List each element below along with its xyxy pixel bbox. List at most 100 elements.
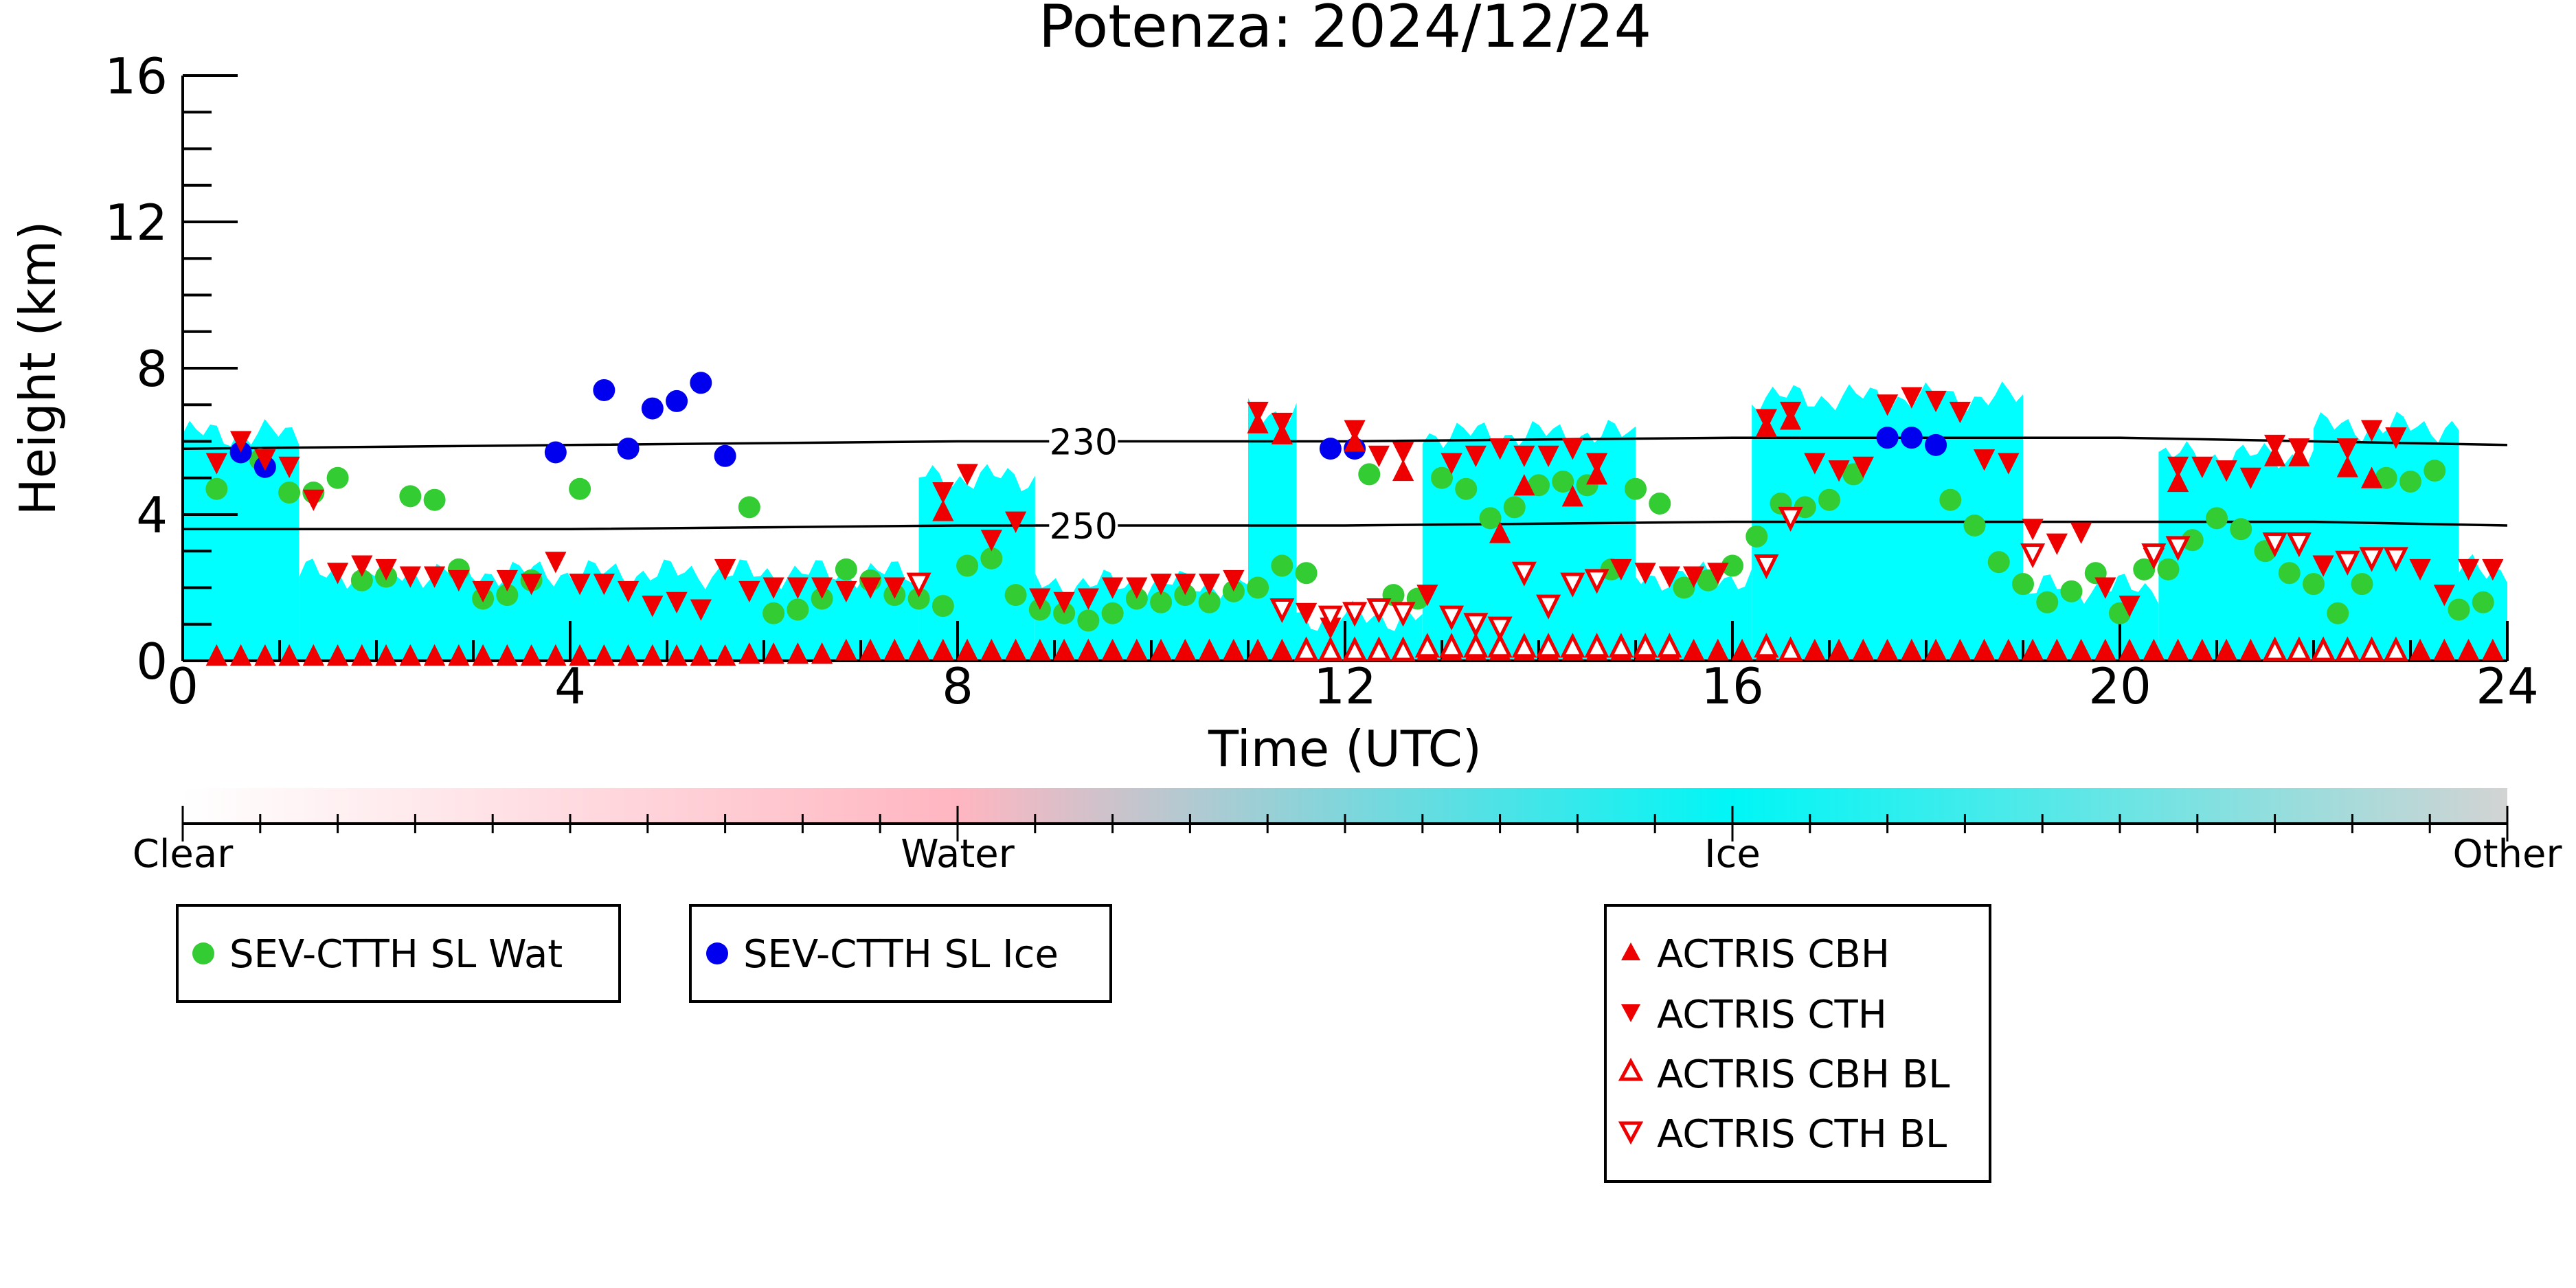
actris-cth-bl-marker [1318,605,1343,631]
cloud-ice-region [299,558,919,661]
x-tick-label: 16 [1701,657,1764,715]
actris-cbh-marker [2119,638,2140,661]
actris-cbh-marker [1998,638,2020,661]
actris-cbh-marker [2409,638,2431,661]
actris-cth-bl-marker [1439,605,1465,631]
actris-cbh-marker [2191,638,2213,661]
y-tick-label: 0 [136,633,168,690]
sev-ctth-sl-wat-marker [1479,507,1502,530]
legend-marker-cth-bl [1618,1121,1644,1145]
actris-cbh-marker [1392,459,1414,482]
actris-cbh-marker [859,638,881,661]
sev-ctth-sl-wat-marker [787,598,809,621]
actris-cth-marker [2119,596,2140,618]
actris-cth-marker [1973,449,1996,471]
actris-cbh-marker [1804,638,1826,661]
actris-cth-marker [2263,434,2286,457]
actris-cth-marker [642,596,664,618]
actris-cbh-bl-marker [1487,633,1513,658]
x-tick-label: 20 [2088,657,2151,715]
sev-ctth-sl-wat-marker [1818,488,1840,511]
actris-cbh-marker [980,638,1002,661]
actris-cth-marker [2433,585,2455,607]
actris-cth-marker [1755,409,1777,431]
actris-cbh-marker [1682,638,1705,661]
actris-cth-marker [1271,412,1293,435]
actris-cth-bl-marker [1366,598,1392,624]
actris-cth-marker [1634,563,1656,585]
x-tick-label: 12 [1313,657,1377,715]
actris-cth-marker [302,489,324,511]
actris-cbh-bl-marker [1536,633,1561,658]
actris-cbh-marker [1513,474,1535,496]
actris-cbh-marker [229,644,252,666]
legend-sev-wat: SEV-CTTH SL Wat [176,904,621,1003]
actris-cth-bl-marker [2262,532,2287,558]
actris-cbh-bl-marker [1342,636,1368,662]
actris-cbh-marker [2433,638,2455,661]
actris-cbh-marker [835,638,857,661]
actris-cth-marker [1029,588,1051,610]
sev-ctth-sl-wat-marker [1198,591,1221,613]
actris-cth-marker [1682,566,1705,588]
actris-cth-marker [1416,585,1438,607]
actris-cth-marker [1779,401,1802,424]
actris-cbh-marker [762,642,784,664]
legend-label-sev-ice: SEV-CTTH SL Ice [743,932,1059,977]
actris-cth-bl-marker [2383,547,2408,572]
actris-cth-marker [2457,558,2480,581]
sev-ctth-sl-wat-marker [2133,558,2156,580]
actris-cth-marker [1101,577,1124,599]
actris-cth-marker [666,591,688,614]
cloud-mask-layer [183,381,2507,661]
sev-ctth-sl-ice-marker [617,438,640,460]
actris-cth-marker [2336,438,2358,460]
sev-ctth-sl-wat-marker [326,466,349,489]
x-tick-label: 8 [942,657,973,715]
actris-cth-marker [932,482,954,504]
actris-cbh-marker [1101,638,1124,661]
actris-cth-marker [448,569,470,592]
actris-cth-marker [229,431,252,453]
legend-label-cbh: ACTRIS CBH [1657,932,1890,977]
legend-marker-sev-ice [706,942,728,964]
actris-cbh-marker [2046,638,2068,661]
actris-cth-bl-marker [1487,616,1513,642]
sev-ctth-sl-wat-marker [907,587,930,610]
actris-cbh-marker [496,644,518,666]
actris-cbh-marker [569,644,591,666]
x-tick-label: 24 [2476,657,2539,715]
legend-label-cth: ACTRIS CTH [1657,993,1887,1037]
actris-cth-marker [738,580,760,603]
actris-cth-marker [1344,420,1366,442]
actris-cth-marker [2360,420,2383,442]
actris-cth-bl-marker [1390,602,1416,627]
sev-ctth-sl-wat-marker [2375,466,2397,489]
actris-cth-marker [2191,456,2213,479]
actris-cbh-marker [932,499,954,521]
sev-ctth-sl-wat-marker [2060,580,2083,602]
actris-cbh-bl-marker [2383,636,2408,662]
legend-actris: ACTRIS CBH ACTRIS CTH ACTRIS CBH BL ACTR… [1604,904,1991,1183]
actris-cbh-marker [472,644,494,666]
actris-cth-marker [2022,519,2044,541]
actris-cth-marker [617,580,640,603]
sev-ctth-sl-wat-marker [956,554,979,577]
x-tick-label: 4 [554,657,586,715]
actris-cbh-marker [1731,638,1753,661]
sev-ctth-sl-wat-marker [1721,554,1743,577]
cloud-ice-region [2023,574,2159,661]
actris-cth-marker [1513,445,1535,468]
actris-cth-bl-marker [1584,569,1609,594]
chart-title: Potenza: 2024/12/24 [1039,0,1651,61]
actris-cbh-bl-marker [1439,633,1465,658]
actris-cth-marker [1440,453,1462,475]
actris-cth-marker [1658,566,1680,588]
sev-ctth-sl-ice-marker [544,441,567,464]
actris-cbh-marker [1150,638,1172,661]
actris-cbh-bl-marker [2286,636,2312,662]
sev-ctth-sl-wat-marker [2181,529,2204,552]
actris-cth-marker [472,580,494,603]
actris-cth-marker [1053,591,1075,614]
actris-cth-bl-marker [1778,506,1803,532]
